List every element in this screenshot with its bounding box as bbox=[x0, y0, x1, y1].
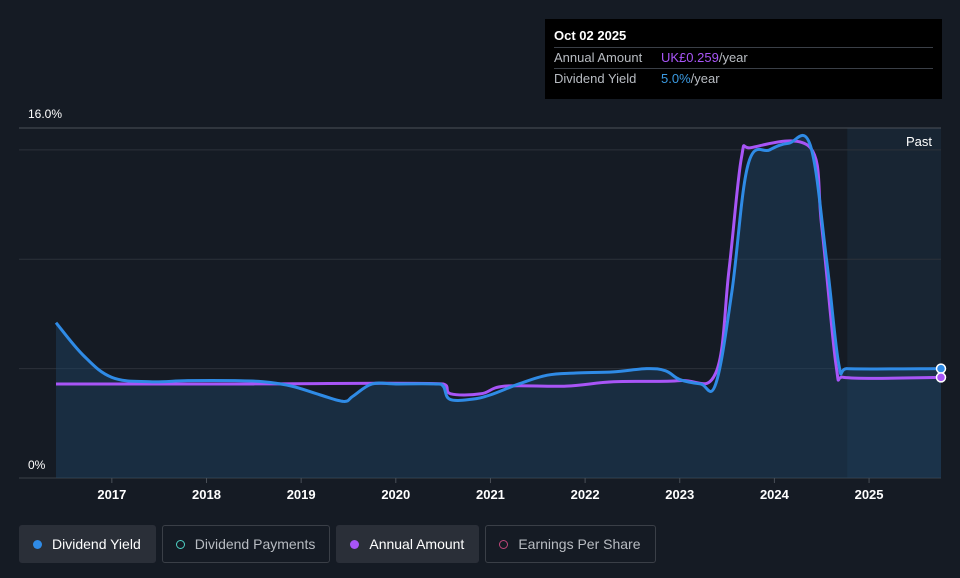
x-tick-label: 2024 bbox=[760, 487, 790, 502]
annual-amount-end-marker[interactable] bbox=[935, 372, 947, 383]
tooltip-date: Oct 02 2025 bbox=[554, 28, 627, 43]
gridlines bbox=[19, 127, 941, 479]
tooltip-label: Annual Amount bbox=[554, 50, 643, 65]
legend-label: Dividend Yield bbox=[52, 536, 141, 552]
tooltip-unit: /year bbox=[718, 50, 748, 65]
dividend-payments-ring-icon bbox=[175, 539, 185, 549]
x-tick-label: 2022 bbox=[571, 487, 600, 502]
past-label: Past bbox=[906, 134, 932, 149]
x-tick-label: 2025 bbox=[855, 487, 884, 502]
dividend-yield-line bbox=[54, 133, 942, 403]
x-tick-label: 2020 bbox=[381, 487, 410, 502]
legend-item-earnings-per-share[interactable]: Earnings Per Share bbox=[485, 525, 656, 563]
tooltip-value: 5.0% bbox=[661, 71, 691, 86]
dividend-yield-end-marker[interactable] bbox=[935, 363, 947, 374]
x-axis-ticks: 2017 2018 2019 2020 2021 2022 2023 2024 2025 bbox=[97, 478, 884, 502]
tooltip-label: Dividend Yield bbox=[554, 71, 637, 86]
tooltip: Oct 02 2025 Annual Amount UK£0.259 /year… bbox=[545, 19, 942, 99]
dividend-yield-area bbox=[56, 135, 941, 478]
tooltip-row-dividend-yield: Dividend Yield 5.0% /year bbox=[554, 68, 933, 89]
legend-item-annual-amount[interactable]: Annual Amount bbox=[336, 525, 480, 563]
tooltip-row-annual-amount: Annual Amount UK£0.259 /year bbox=[554, 47, 933, 68]
legend-label: Earnings Per Share bbox=[518, 536, 641, 552]
legend-label: Dividend Payments bbox=[194, 536, 316, 552]
tooltip-unit: /year bbox=[690, 71, 720, 86]
x-tick-label: 2018 bbox=[192, 487, 221, 502]
legend: Dividend Yield Dividend Payments Annual … bbox=[19, 525, 656, 563]
y-axis-min-label: 0% bbox=[28, 458, 46, 472]
past-region bbox=[847, 128, 941, 478]
x-tick-label: 2021 bbox=[476, 487, 505, 502]
legend-label: Annual Amount bbox=[369, 536, 465, 552]
x-tick-label: 2023 bbox=[665, 487, 694, 502]
tooltip-value: UK£0.259 bbox=[661, 50, 719, 65]
x-tick-label: 2019 bbox=[287, 487, 316, 502]
annual-amount-dot-icon bbox=[350, 539, 360, 549]
earnings-per-share-ring-icon bbox=[499, 539, 509, 549]
y-axis-max-label: 16.0% bbox=[28, 107, 62, 121]
x-tick-label: 2017 bbox=[97, 487, 126, 502]
legend-item-dividend-payments[interactable]: Dividend Payments bbox=[161, 525, 331, 563]
legend-item-dividend-yield[interactable]: Dividend Yield bbox=[19, 525, 156, 563]
dividend-yield-dot-icon bbox=[33, 539, 42, 549]
